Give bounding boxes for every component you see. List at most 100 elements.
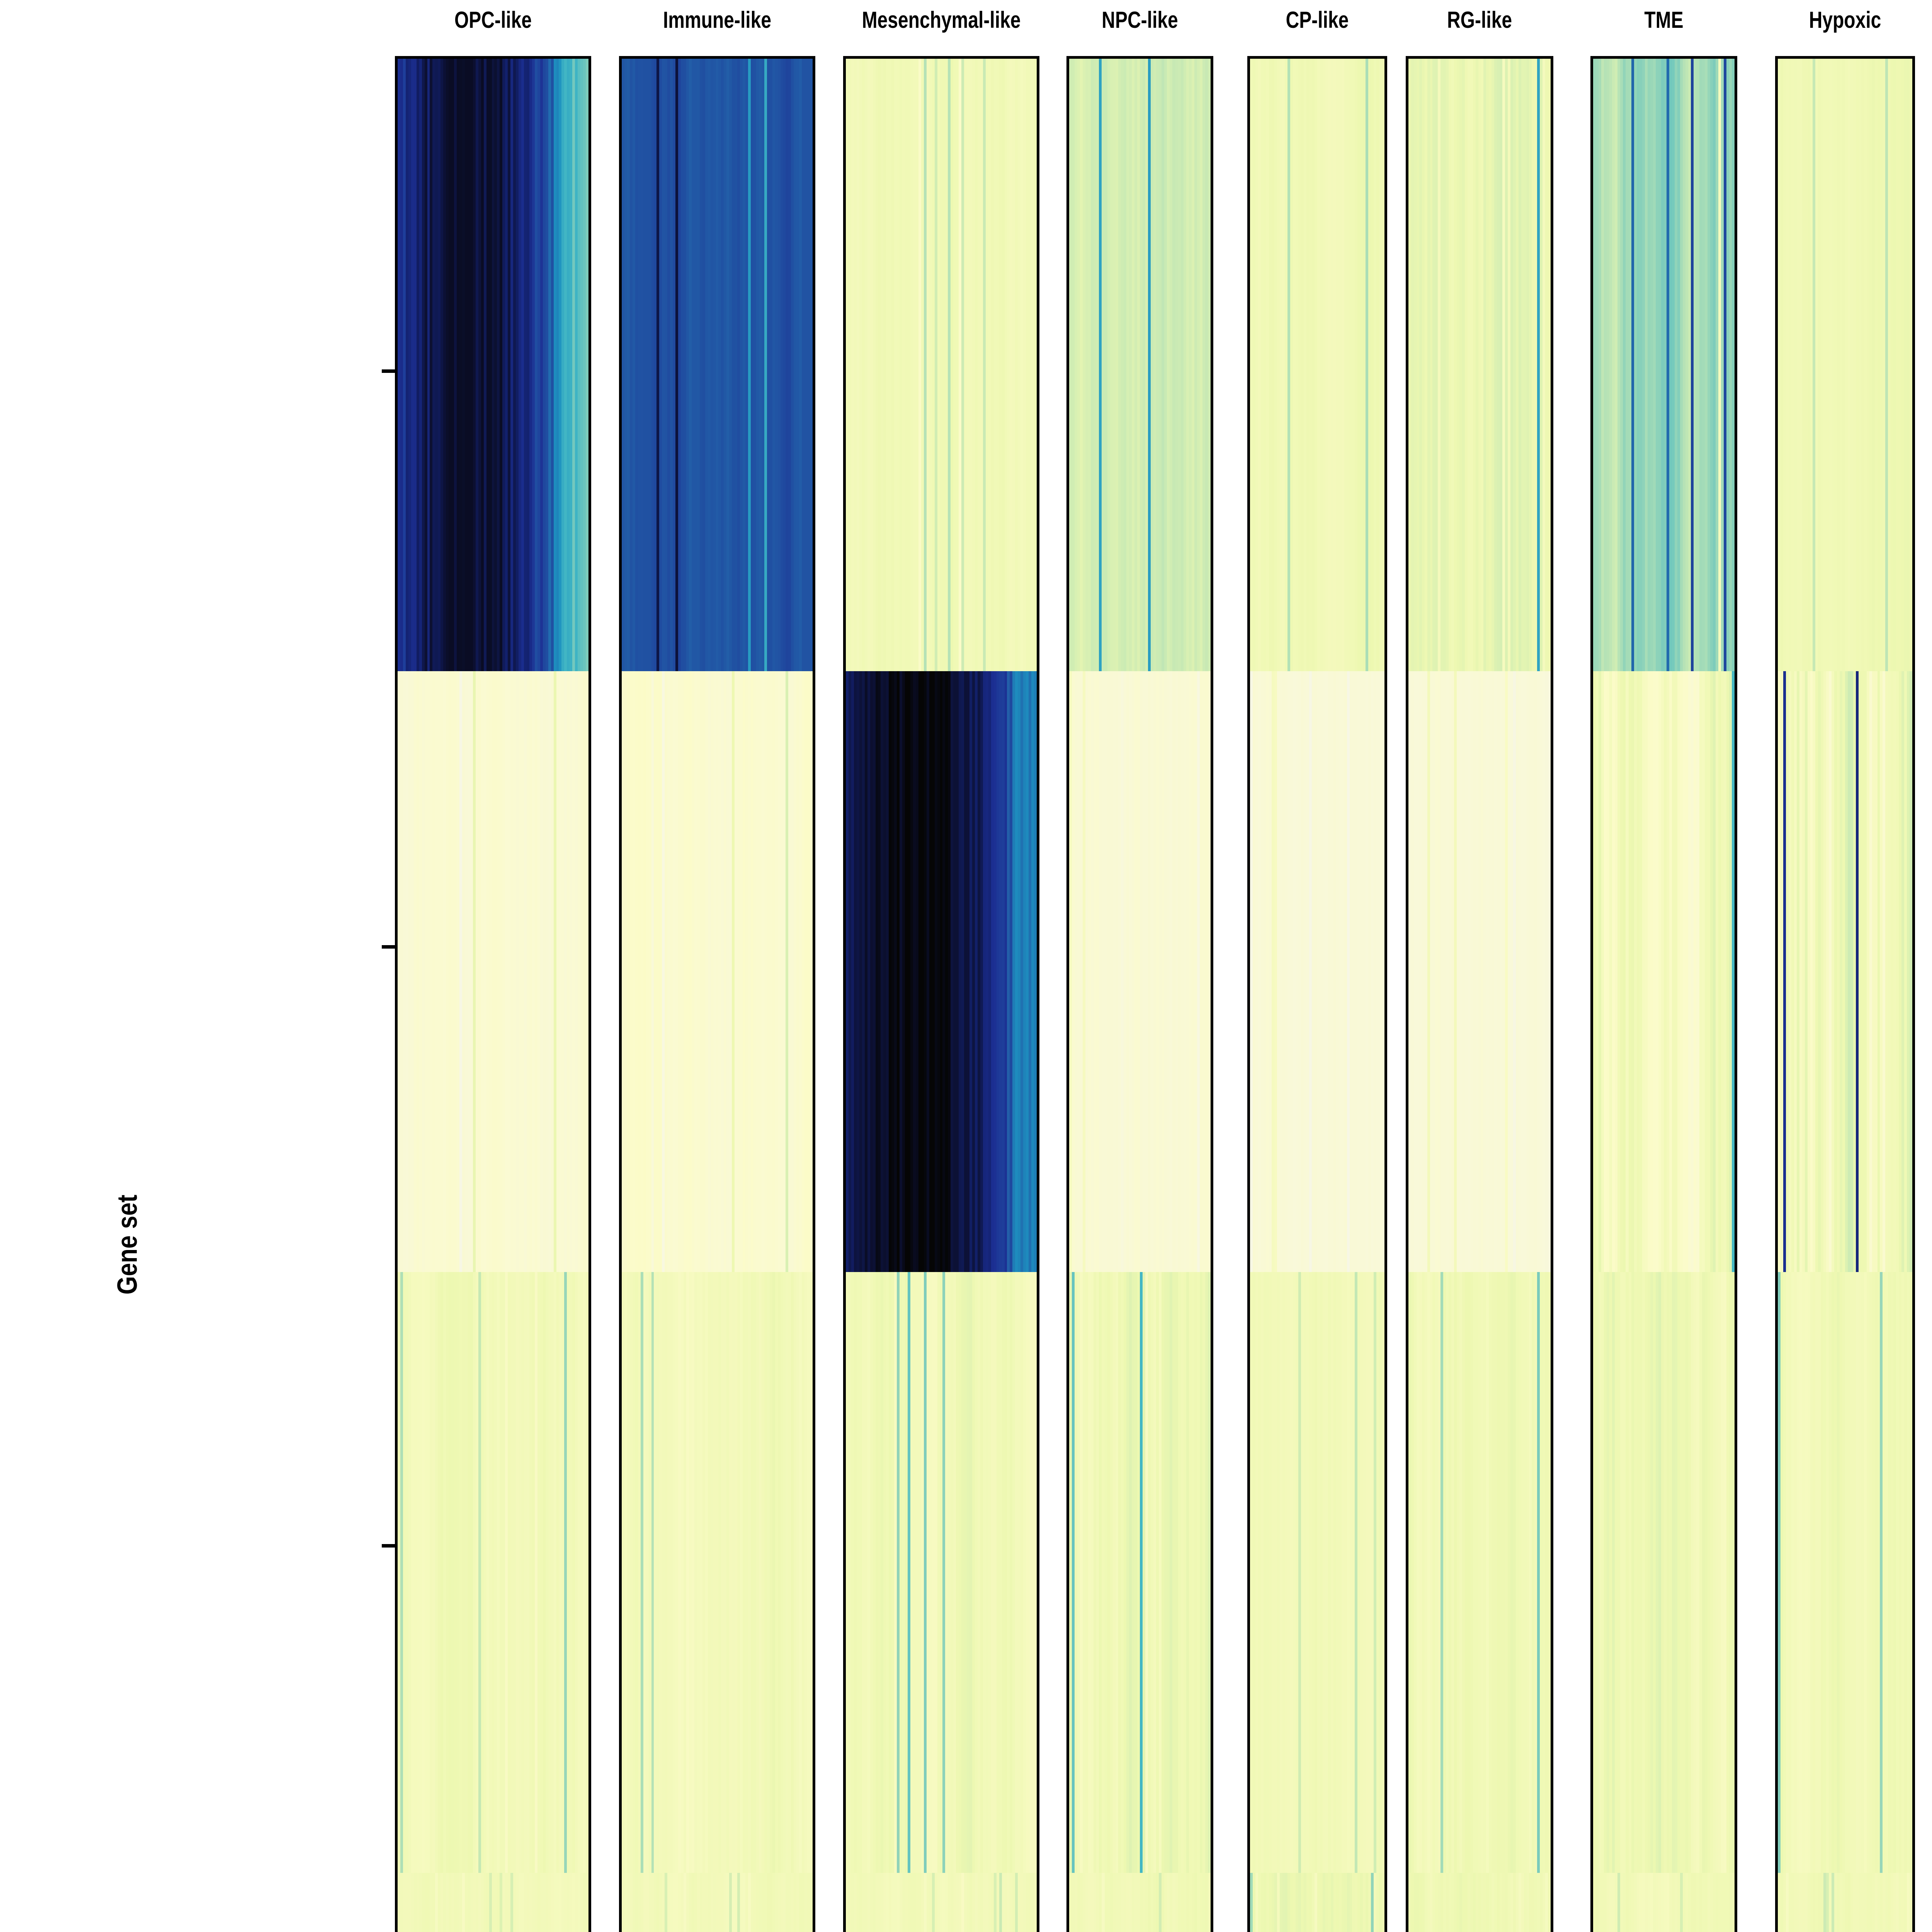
heatmap-cell [1271,1873,1275,1932]
heatmap-cell [537,59,541,671]
heatmap-cell [416,1873,420,1932]
heatmap-cell [894,1272,897,1873]
heatmap-cell [1438,671,1441,1272]
heatmap-cell [1099,1272,1102,1873]
heatmap-cell [1837,59,1840,671]
heatmap-cell [724,1272,727,1873]
heatmap-cell [1306,671,1310,1272]
heatmap-cell [1500,59,1503,671]
heatmap-cell [681,59,684,671]
heatmap-cell [897,59,900,671]
column-header-tme: TME [1644,7,1684,33]
heatmap-cell [1360,59,1363,671]
heatmap-cell [1112,671,1116,1272]
heatmap-cell [985,59,989,671]
heatmap-cell [1729,671,1732,1272]
heatmap-cell [570,671,573,1272]
heatmap-cell-block [1250,671,1384,1272]
heatmap-cell [1290,1272,1293,1873]
heatmap-cell [1341,671,1345,1272]
heatmap-cell [975,59,978,671]
heatmap-cell [1807,1873,1811,1932]
heatmap-cell [1088,1873,1091,1932]
heatmap-cell [983,59,986,671]
heatmap-cell [1446,1873,1449,1932]
heatmap-cell [492,1873,495,1932]
heatmap-cell [794,1873,797,1932]
heatmap-cell [1368,59,1371,671]
heatmap-cell [1786,1272,1789,1873]
heatmap-cell [786,1272,789,1873]
heatmap-cell [1435,1272,1438,1873]
heatmap-cell [1069,1873,1072,1932]
heatmap-cell [500,1272,503,1873]
heatmap-cell [735,1272,738,1873]
heatmap-cell [424,1873,428,1932]
heatmap-cell [1534,59,1537,671]
heatmap-cell [753,59,757,671]
heatmap-cell [1018,671,1021,1272]
heatmap-cell-block [1250,1272,1384,1873]
heatmap-cell [1069,671,1072,1272]
heatmap-cell [1699,59,1702,671]
heatmap-cell [492,671,495,1272]
heatmap-cell [508,1272,511,1873]
heatmap-cell [1344,1873,1347,1932]
heatmap-cell [1628,671,1632,1272]
heatmap-cell [1780,1873,1784,1932]
heatmap-cell [1252,671,1256,1272]
heatmap-cell [1440,59,1444,671]
heatmap-cell-block [1778,59,1912,671]
heatmap-cell [1347,671,1350,1272]
heatmap-cell [457,1272,460,1873]
heatmap-cell [411,59,414,671]
heatmap-cell [1683,59,1686,671]
heatmap-cell [1864,59,1867,671]
heatmap-cell [1162,1873,1165,1932]
heatmap-cell [1497,1873,1500,1932]
heatmap-cell [1099,671,1102,1272]
heatmap-cell [1653,1873,1656,1932]
heatmap-cell [1680,671,1683,1272]
heatmap-cell [1129,1873,1132,1932]
heatmap-cell [1167,59,1170,671]
heatmap-cell [1607,59,1610,671]
heatmap-cell [972,59,975,671]
heatmap-cell [748,59,751,671]
heatmap-cell [1537,59,1540,671]
heatmap-cell [743,59,746,671]
heatmap-cell [1304,1873,1307,1932]
heatmap-cell [1907,1873,1910,1932]
heatmap-cell [1802,1272,1805,1873]
heatmap-cell [405,1873,409,1932]
heatmap-cell [578,1873,581,1932]
heatmap-cell [505,1272,508,1873]
heatmap-cell [1840,1873,1843,1932]
heatmap-cell [1271,1272,1275,1873]
heatmap-cell [648,1272,652,1873]
heatmap-cell [1813,59,1816,671]
heatmap-cell [635,671,638,1272]
heatmap-cell [1650,1272,1653,1873]
heatmap-cell [1164,1873,1167,1932]
heatmap-cell [1620,1873,1623,1932]
heatmap-cell [1661,1873,1664,1932]
heatmap-cell [1325,1873,1328,1932]
heatmap-cell [707,671,711,1272]
heatmap-cell [932,1272,935,1873]
heatmap-cell [694,1873,697,1932]
heatmap-cell [1440,1272,1444,1873]
heatmap-cell [1829,671,1832,1272]
heatmap-cell-block [1069,1272,1211,1873]
heatmap-cell [1446,1272,1449,1873]
heatmap-cell [1612,1873,1615,1932]
heatmap-cell [462,1272,465,1873]
heatmap-cell [1454,1272,1457,1873]
heatmap-cell [667,1873,670,1932]
heatmap-cell [446,671,449,1272]
heatmap-cell [1424,59,1428,671]
heatmap-cell [422,1272,425,1873]
heatmap-cell [726,1272,730,1873]
heatmap-cell [648,1873,652,1932]
heatmap-cell [883,1272,886,1873]
